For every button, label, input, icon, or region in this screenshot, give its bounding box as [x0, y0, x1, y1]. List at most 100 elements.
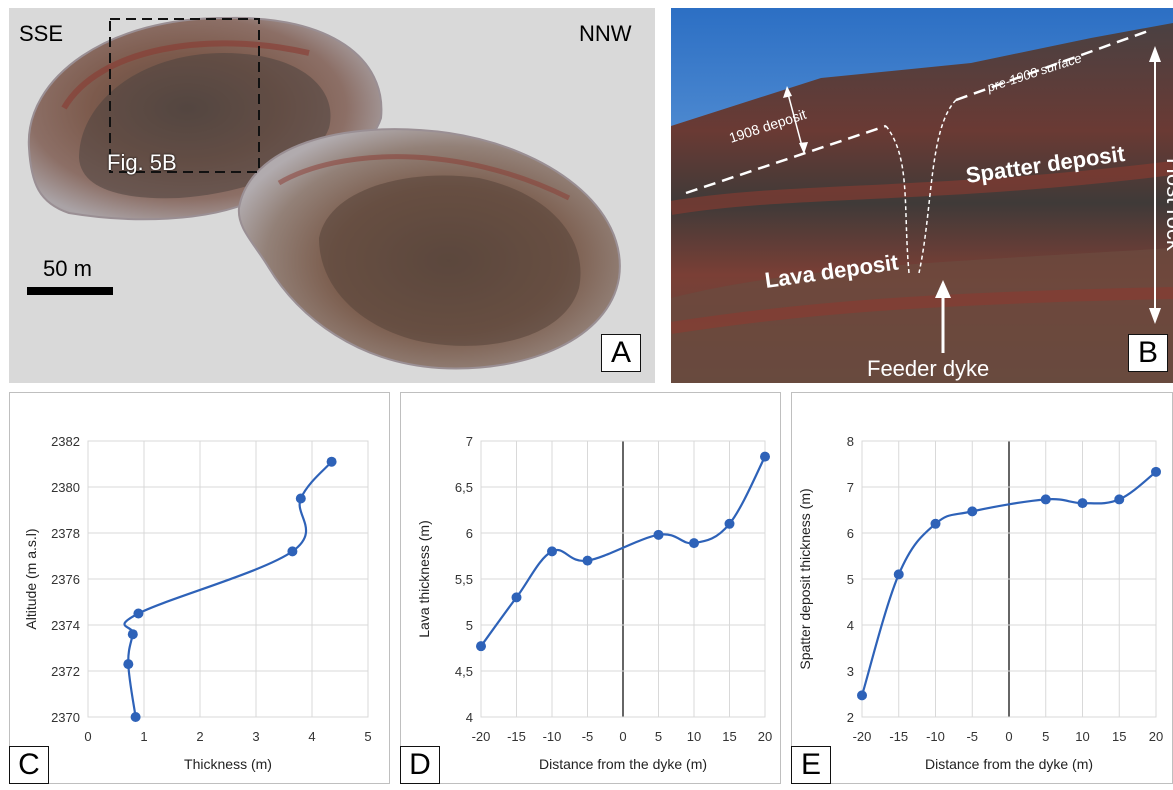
label-nnw: NNW	[579, 21, 632, 46]
data-point	[511, 592, 522, 603]
y-tick-label: 2378	[51, 526, 80, 541]
panel-letter-b: B	[1128, 334, 1168, 372]
y-tick-label: 4	[466, 710, 473, 725]
plot-area	[87, 440, 369, 718]
y-tick-label: 2380	[51, 480, 80, 495]
chart-e: -20 -15 -10 -5 0 5 10 15 20 2 3 4 5 6 7 8 Distance from …	[791, 392, 1173, 784]
chart-e-svg: -20 -15 -10 -5 0 5 10 15 20 2 3 4 5 6 7 8 Distance from …	[797, 434, 1163, 772]
y-tick-label: 6,5	[455, 480, 473, 495]
y-tick-label: 7	[466, 434, 473, 449]
chart-d-svg: -20 -15 -10 -5 0 5 10 15 20 4 4,5 5 5,5 6 6,5 7 Distance…	[416, 434, 772, 772]
y-tick-label: 5	[847, 572, 854, 587]
data-point	[653, 529, 664, 540]
x-tick-label: -5	[582, 729, 594, 744]
data-point	[295, 493, 306, 504]
y-tick-label: 2	[847, 710, 854, 725]
x-tick-label: 15	[1112, 729, 1126, 744]
y-axis-label: Spatter deposit thickness (m)	[797, 488, 813, 669]
dyke-left	[885, 125, 910, 274]
data-point	[476, 641, 486, 652]
x-tick-label: -15	[889, 729, 908, 744]
y-tick-label: 6	[466, 526, 473, 541]
y-tick-label: 7	[847, 480, 854, 495]
data-point	[857, 690, 867, 701]
y-tick-label: 2372	[51, 664, 80, 679]
y-tick-label: 5,5	[455, 572, 473, 587]
x-tick-label: 0	[84, 729, 91, 744]
dyke-right	[918, 99, 957, 274]
x-tick-label: 20	[758, 729, 772, 744]
x-axis-label: Thickness (m)	[184, 756, 272, 772]
panel-letter-e: E	[791, 746, 831, 784]
panel-letter-c: C	[9, 746, 49, 784]
y-axis-label: Lava thickness (m)	[416, 520, 432, 637]
y-tick-label: 3	[847, 664, 854, 679]
y-tick-label: 4,5	[455, 664, 473, 679]
panel-letter-a: A	[601, 334, 641, 372]
plot-area	[480, 440, 766, 718]
data-point	[326, 456, 337, 467]
panel-b: 1908 deposit pre-1908 surface Spatter de…	[671, 8, 1173, 383]
chart-c: 0 1 2 3 4 5 2370 2372 2374 2376 2378 2380 2382 Thickn…	[9, 392, 390, 784]
data-point	[547, 546, 557, 557]
data-point	[582, 555, 593, 566]
x-tick-label: 0	[619, 729, 626, 744]
label-fig-5b: Fig. 5B	[107, 150, 177, 175]
y-tick-label: 2376	[51, 572, 80, 587]
data-point	[287, 546, 298, 557]
data-point	[724, 518, 735, 529]
x-tick-label: 15	[722, 729, 736, 744]
chart-c-svg: 0 1 2 3 4 5 2370 2372 2374 2376 2378 2380 2382 Thickn…	[23, 434, 372, 772]
plot-area	[861, 440, 1157, 718]
x-tick-label: 2	[196, 729, 203, 744]
crater-image	[27, 16, 621, 370]
y-axis-label: Altitude (m a.s.l)	[23, 528, 39, 629]
label-sse: SSE	[19, 21, 64, 46]
data-point	[1077, 498, 1088, 509]
x-tick-label: 5	[655, 729, 662, 744]
x-tick-label: 10	[687, 729, 701, 744]
x-tick-label: -20	[472, 729, 491, 744]
y-tick-label: 4	[847, 618, 854, 633]
x-tick-label: 20	[1149, 729, 1163, 744]
y-tick-label: 2382	[51, 434, 80, 449]
data-point	[1114, 494, 1125, 505]
x-tick-label: 5	[1042, 729, 1049, 744]
x-axis-label: Distance from the dyke (m)	[539, 756, 707, 772]
x-tick-label: 3	[252, 729, 259, 744]
fig-5b-box	[109, 18, 260, 173]
data-point	[760, 451, 770, 462]
chart-d: -20 -15 -10 -5 0 5 10 15 20 4 4,5 5 5,5 6 6,5 7 Distance…	[400, 392, 781, 784]
x-tick-label: 4	[308, 729, 315, 744]
x-tick-label: 0	[1005, 729, 1012, 744]
outcrop-photo: 1908 deposit pre-1908 surface Spatter de…	[671, 8, 1173, 383]
x-tick-label: 10	[1075, 729, 1089, 744]
x-tick-label: 5	[364, 729, 371, 744]
x-tick-label: -15	[507, 729, 526, 744]
line-pre-1908	[955, 28, 1152, 102]
x-axis-label: Distance from the dyke (m)	[925, 756, 1093, 772]
x-tick-label: -10	[543, 729, 562, 744]
x-tick-label: -20	[853, 729, 872, 744]
label-host-rock: Host rock	[1162, 158, 1173, 252]
y-tick-label: 8	[847, 434, 854, 449]
y-tick-label: 2374	[51, 618, 80, 633]
data-point	[127, 629, 138, 640]
y-tick-label: 6	[847, 526, 854, 541]
scale-bar	[27, 287, 113, 295]
panel-letter-d: D	[400, 746, 440, 784]
data-point	[130, 712, 141, 722]
data-point	[893, 569, 904, 580]
data-point	[123, 659, 134, 670]
data-point	[967, 506, 978, 517]
line-1908-top	[685, 124, 887, 195]
scale-label: 50 m	[43, 256, 92, 281]
data-point	[133, 608, 144, 619]
panel-a: SSE NNW Fig. 5B 50 m A	[9, 8, 655, 383]
x-tick-label: -5	[966, 729, 978, 744]
x-tick-label: 1	[140, 729, 147, 744]
data-point	[1151, 466, 1161, 477]
data-point	[1040, 494, 1051, 505]
x-tick-label: -10	[926, 729, 945, 744]
data-point	[689, 538, 699, 549]
